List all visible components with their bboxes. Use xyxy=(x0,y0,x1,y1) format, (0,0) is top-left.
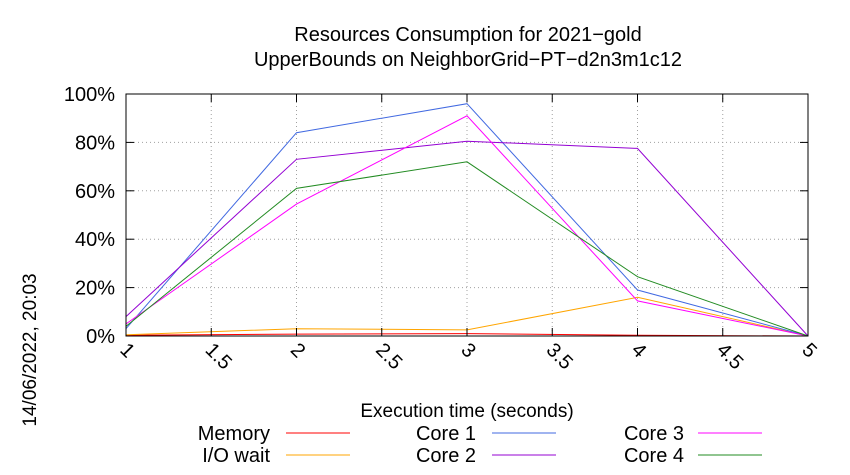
x-tick-label: 3.5 xyxy=(542,339,577,374)
legend-label: Memory xyxy=(198,423,270,445)
y-tick-label: 80% xyxy=(75,132,115,154)
x-tick-label: 4.5 xyxy=(712,339,747,374)
legend-label: Core 3 xyxy=(624,423,684,445)
series-line-core-1 xyxy=(125,103,809,337)
y-tick-label: 60% xyxy=(75,181,115,203)
x-tick-label: 2 xyxy=(286,339,309,362)
x-tick-label: 2.5 xyxy=(371,339,406,374)
chart-title: Resources Consumption for 2021−gold xyxy=(294,24,641,46)
x-axis-label: Execution time (seconds) xyxy=(360,401,573,422)
series-line-core-4 xyxy=(125,161,809,337)
legend-label: Core 1 xyxy=(416,423,476,445)
legend-label: Core 4 xyxy=(624,445,684,467)
legend-label: I/O wait xyxy=(202,445,270,467)
y-tick-label: 20% xyxy=(75,278,115,300)
series-line-core-2 xyxy=(125,140,809,337)
x-tick-label: 1 xyxy=(115,339,138,362)
y-tick-label: 0% xyxy=(86,326,115,348)
grid xyxy=(126,94,808,336)
x-tick-label: 5 xyxy=(797,339,820,362)
x-tick-label: 3 xyxy=(456,339,479,362)
y-tick-label: 100% xyxy=(64,84,115,106)
series-line-core-3 xyxy=(125,115,809,337)
axis-ticks: 0% 20% 40% 60% 80% 100% 1 1.5 2 2.5 3 3.5 4 4.5 5 xyxy=(64,84,821,374)
legend-label: Core 2 xyxy=(416,445,476,467)
y-tick-label: 40% xyxy=(75,229,115,251)
timestamp-label: 14/06/2022, 20:03 xyxy=(20,273,41,426)
x-tick-label: 4 xyxy=(627,339,650,362)
x-tick-label: 1.5 xyxy=(201,339,236,374)
chart-subtitle: UpperBounds on NeighborGrid−PT−d2n3m1c12 xyxy=(254,49,682,71)
